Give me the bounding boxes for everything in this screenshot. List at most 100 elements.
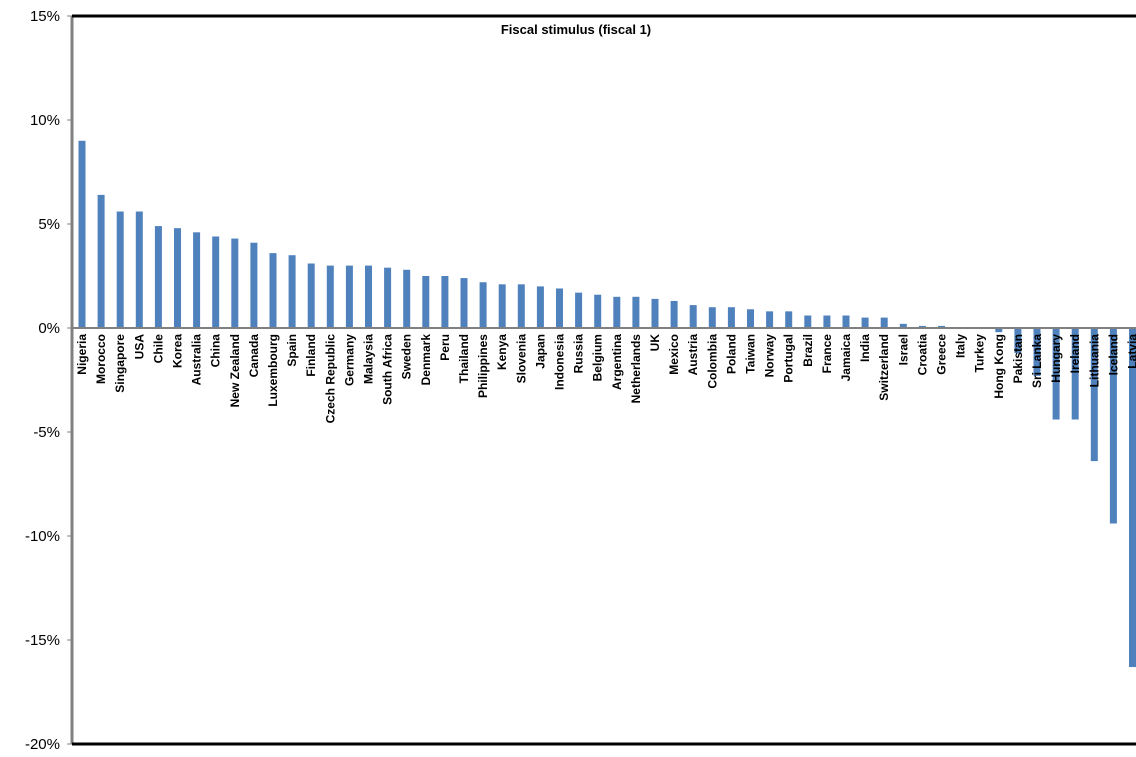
category-label: Kenya [495, 334, 509, 370]
category-label: Switzerland [877, 334, 891, 401]
category-label: Singapore [113, 334, 127, 393]
bar [689, 305, 697, 328]
bars-group [78, 140, 1136, 668]
bar [995, 328, 1003, 333]
category-label: Austria [686, 334, 700, 376]
category-label: Malaysia [362, 334, 376, 384]
bar [536, 286, 544, 328]
bar [651, 298, 659, 328]
bar [1014, 328, 1022, 353]
y-tick-label: -15% [25, 632, 60, 649]
bar [938, 325, 945, 328]
category-label: Philippines [476, 334, 490, 398]
bar [594, 294, 602, 328]
category-label: Slovenia [514, 334, 528, 384]
bar [345, 265, 353, 328]
bar [212, 236, 220, 328]
category-label: Colombia [705, 334, 719, 389]
category-label: Japan [533, 334, 547, 369]
category-label: Australia [190, 334, 204, 386]
category-label: Morocco [94, 334, 108, 384]
bar [556, 288, 563, 328]
bar [365, 265, 372, 328]
bar [403, 269, 411, 328]
category-label: Argentina [610, 334, 624, 390]
category-label: Israel [896, 334, 910, 365]
category-label: Peru [438, 334, 452, 361]
category-label: Czech Republic [323, 334, 337, 424]
plot-area [72, 16, 1136, 744]
category-label: UK [648, 334, 662, 352]
category-label: Indonesia [553, 334, 567, 390]
bar [842, 315, 850, 328]
category-label: Poland [724, 334, 738, 374]
category-label: France [820, 334, 834, 374]
category-label: Turkey [973, 334, 987, 373]
category-label: New Zealand [228, 334, 242, 407]
bar [1052, 328, 1060, 420]
bar [861, 317, 869, 328]
y-tick-label: 10% [30, 112, 60, 129]
bar [766, 311, 774, 328]
category-label: Finland [304, 334, 318, 377]
category-label: Iceland [1106, 334, 1120, 375]
bar [250, 242, 258, 328]
bar [460, 278, 468, 328]
category-label: Luxembourg [266, 334, 280, 407]
category-label: Jamaica [839, 334, 853, 382]
bar [307, 263, 315, 328]
bar [785, 311, 793, 328]
bar [804, 315, 812, 328]
bar [575, 292, 583, 328]
category-label: Hungary [1049, 334, 1063, 383]
category-label: Spain [285, 334, 299, 367]
category-label: China [209, 334, 223, 368]
category-label: India [858, 334, 872, 362]
bar [899, 323, 907, 328]
bar [708, 307, 716, 328]
bar [613, 296, 621, 328]
bar [1071, 328, 1079, 420]
category-label: Canada [247, 334, 261, 378]
bar [1109, 328, 1117, 524]
y-tick-label: -10% [25, 528, 60, 545]
bar [174, 228, 181, 328]
bar [326, 265, 334, 328]
category-label: Korea [171, 334, 185, 368]
bar [517, 284, 525, 328]
bar [918, 325, 926, 328]
category-label: Portugal [782, 334, 796, 383]
y-axis-ticks: 15% 10% 5% 0% -5% -10% -15% -20% [25, 8, 72, 753]
bar [269, 253, 277, 328]
y-tick-label: -20% [25, 736, 60, 753]
bar [116, 211, 124, 328]
bar [479, 282, 487, 328]
category-label: Netherlands [629, 334, 643, 404]
category-label: Greece [935, 334, 949, 375]
y-tick-label: 0% [38, 320, 60, 337]
bar [78, 140, 86, 328]
chart-title: Fiscal stimulus (fiscal 1) [501, 22, 651, 37]
bar [747, 309, 754, 328]
bar [727, 307, 735, 328]
bar [97, 194, 105, 328]
bar [632, 296, 640, 328]
category-label: Croatia [915, 334, 929, 376]
bar [498, 284, 506, 328]
bar [670, 300, 678, 328]
bar [422, 276, 430, 328]
category-label: USA [132, 334, 146, 360]
category-label: Italy [954, 334, 968, 358]
category-label: Russia [572, 334, 586, 374]
bar [384, 267, 392, 328]
category-label: Mexico [667, 334, 681, 375]
bar [288, 255, 296, 328]
category-label: Thailand [457, 334, 471, 383]
category-label: Taiwan [744, 334, 758, 374]
category-label: Brazil [801, 334, 815, 367]
bar [880, 317, 888, 328]
category-label: Norway [763, 334, 777, 378]
category-label: Chile [151, 334, 165, 364]
bar [231, 238, 239, 328]
